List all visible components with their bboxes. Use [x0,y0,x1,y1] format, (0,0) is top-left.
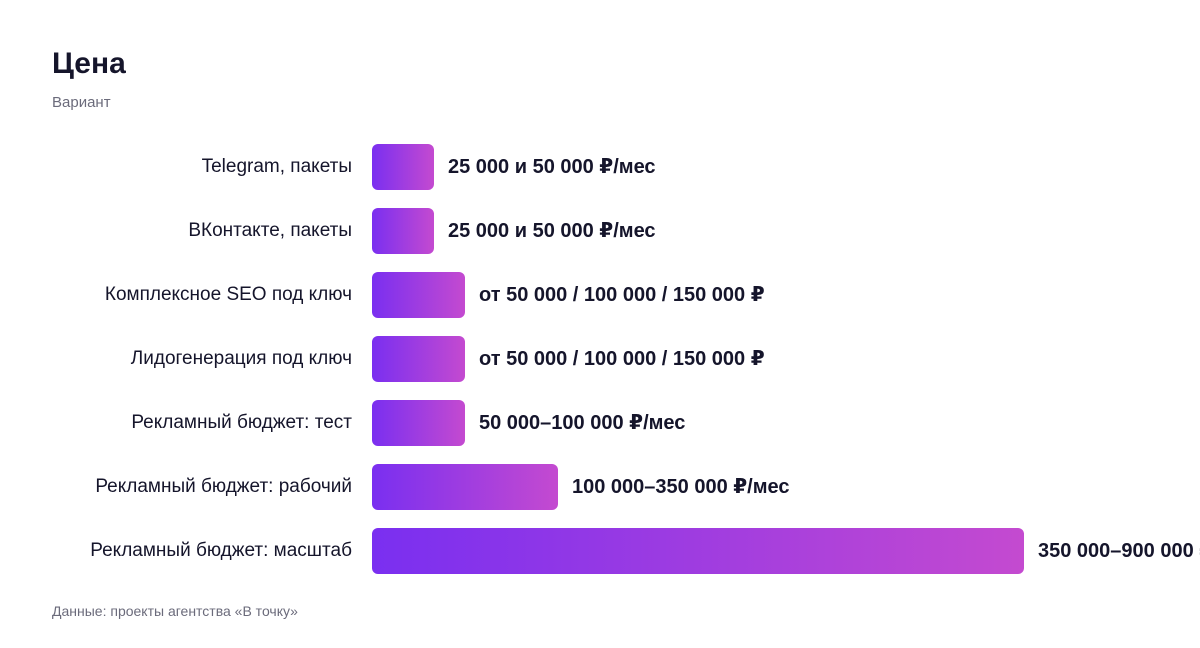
value-label: 350 000–900 000 ₽/мес [1038,540,1200,562]
bar [372,400,465,446]
bar [372,464,558,510]
chart-source-note: Данные: проекты агентства «В точку» [52,603,298,619]
bar [372,528,1024,574]
bar [372,208,434,254]
category-label: Комплексное SEO под ключ [104,284,352,305]
value-label: 100 000–350 000 ₽/мес [572,476,790,498]
category-label: Рекламный бюджет: тест [131,412,352,433]
bar [372,144,434,190]
bar [372,272,465,318]
value-label: 25 000 и 50 000 ₽/мес [448,156,656,178]
category-label: Telegram, пакеты [201,156,352,177]
category-label: Рекламный бюджет: рабочий [95,476,352,497]
chart-title: Цена [52,47,126,80]
category-label: Лидогенерация под ключ [130,348,352,369]
value-label: от 50 000 / 100 000 / 150 000 ₽ [479,348,765,370]
chart-subtitle: Вариант [52,94,111,111]
value-label: 50 000–100 000 ₽/мес [479,412,686,434]
value-label: 25 000 и 50 000 ₽/мес [448,220,656,242]
value-label: от 50 000 / 100 000 / 150 000 ₽ [479,284,765,306]
category-label: Рекламный бюджет: масштаб [90,540,352,561]
category-label: ВКонтакте, пакеты [188,220,352,241]
bar [372,336,465,382]
